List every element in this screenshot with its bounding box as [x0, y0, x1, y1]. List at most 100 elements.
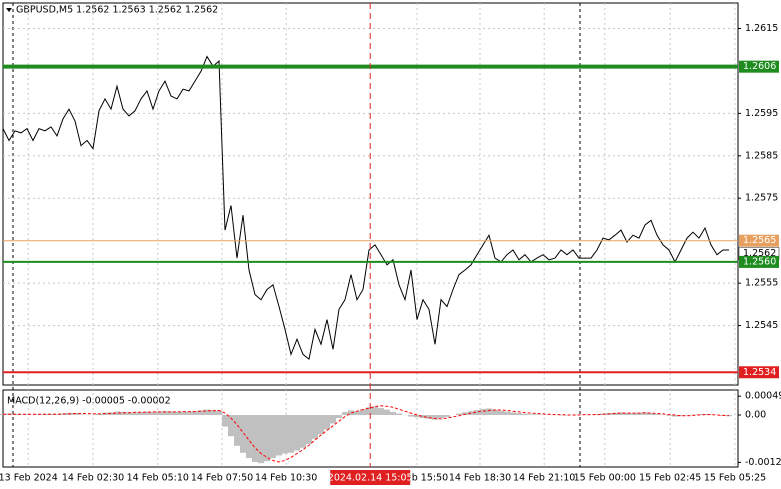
macd-bar	[174, 411, 180, 416]
y-tick-label: 0.00049	[745, 391, 781, 402]
x-tick-label: 14 Feb 15:50	[386, 473, 448, 484]
macd-bar	[324, 415, 330, 430]
x-tick-label: 15 Feb 00:00	[574, 473, 636, 484]
macd-bar	[312, 415, 318, 439]
macd-bar	[216, 410, 222, 416]
macd-bar	[486, 408, 492, 416]
y-tick-label: 1.2555	[745, 278, 778, 289]
level-label-box	[739, 60, 779, 73]
price-line	[2, 55, 729, 360]
macd-bar	[318, 415, 324, 435]
macd-bar	[330, 415, 336, 424]
x-tick-label: 14 Feb 05:10	[127, 473, 189, 484]
macd-bar	[408, 415, 414, 417]
macd-bar	[528, 414, 534, 416]
macd-bar	[390, 411, 396, 416]
macd-bar	[438, 415, 444, 419]
macd-bar	[678, 415, 684, 417]
macd-bar	[636, 412, 642, 416]
macd-bar	[432, 415, 438, 420]
macd-bar	[144, 411, 150, 416]
y-tick-label: 1.2575	[745, 193, 778, 204]
macd-title: MACD(12,26,9) -0.00005 -0.00002	[7, 396, 171, 407]
macd-bar	[162, 411, 168, 416]
macd-bar	[354, 411, 360, 416]
crosshair-label: 2024.02.14 15:05	[328, 473, 413, 484]
macd-bar	[252, 415, 258, 462]
level-label: 1.2565	[743, 235, 776, 246]
y-tick-label: 1.2615	[745, 23, 778, 34]
macd-bar	[156, 411, 162, 416]
macd-bar	[120, 411, 126, 416]
macd-bar	[180, 411, 186, 416]
macd-bar	[186, 411, 192, 416]
macd-bar	[108, 412, 114, 416]
level-label-box	[739, 366, 779, 379]
macd-bar	[204, 409, 210, 416]
macd-bar	[96, 413, 102, 416]
y-tick-label: 1.2595	[745, 108, 778, 119]
macd-bar	[534, 414, 540, 416]
macd-bar	[372, 406, 378, 416]
y-tick-label: 1.2585	[745, 150, 778, 161]
macd-bar	[498, 410, 504, 416]
macd-bar	[294, 415, 300, 451]
menu-triangle	[6, 8, 12, 12]
macd-bar	[336, 415, 342, 419]
macd-bar	[210, 410, 216, 416]
macd-bar	[228, 415, 234, 437]
macd-bar	[138, 411, 144, 416]
macd-bar	[342, 411, 348, 416]
level-label: 1.2560	[743, 256, 776, 267]
x-tick-label: 15 Feb 05:25	[704, 473, 766, 484]
macd-bar	[378, 408, 384, 416]
macd-bar	[474, 410, 480, 416]
macd-bar	[198, 410, 204, 416]
macd-bar	[258, 415, 264, 464]
macd-bar	[150, 411, 156, 416]
macd-bar	[300, 415, 306, 448]
macd-bar	[594, 414, 600, 416]
macd-bar	[384, 409, 390, 416]
macd-bar	[462, 412, 468, 416]
x-tick-label: 14 Feb 21:10	[513, 473, 575, 484]
level-label: 1.2534	[743, 367, 776, 378]
macd-bar	[222, 415, 228, 427]
macd-bar	[666, 415, 672, 416]
macd-bar	[420, 415, 426, 419]
macd-bar	[78, 414, 84, 416]
macd-bar	[306, 415, 312, 444]
macd-bar	[276, 415, 282, 456]
macd-bar	[126, 412, 132, 416]
macd-bar	[654, 413, 660, 416]
crosshair-label-box	[330, 470, 411, 485]
macd-bar	[396, 413, 402, 416]
macd-bar	[642, 412, 648, 416]
y-tick-label: -0.00123	[745, 457, 781, 468]
macd-bar	[672, 415, 678, 417]
macd-bar	[708, 414, 714, 416]
macd-bar	[516, 413, 522, 416]
macd-bar	[54, 414, 60, 416]
chart-title: GBPUSD,M5 1.2562 1.2563 1.2562 1.2562	[16, 5, 218, 16]
x-tick-label: 14 Feb 07:50	[191, 473, 253, 484]
macd-bar	[366, 407, 372, 416]
macd-bar	[72, 413, 78, 416]
macd-bar	[288, 415, 294, 453]
macd-bar	[414, 415, 420, 418]
macd-bar	[648, 413, 654, 416]
x-tick-label: 14 Feb 02:30	[62, 473, 124, 484]
macd-bar	[456, 413, 462, 416]
macd-bar	[426, 415, 432, 419]
macd-bar	[492, 409, 498, 416]
macd-bar	[246, 415, 252, 459]
macd-bar	[624, 412, 630, 416]
macd-bar	[24, 414, 30, 416]
signal-line	[3, 405, 730, 463]
macd-bar	[510, 412, 516, 416]
y-tick-label: 0.00	[745, 410, 766, 421]
macd-bar	[192, 411, 198, 416]
x-tick-label: 13 Feb 2024	[0, 473, 58, 484]
level-label-box	[739, 234, 779, 247]
